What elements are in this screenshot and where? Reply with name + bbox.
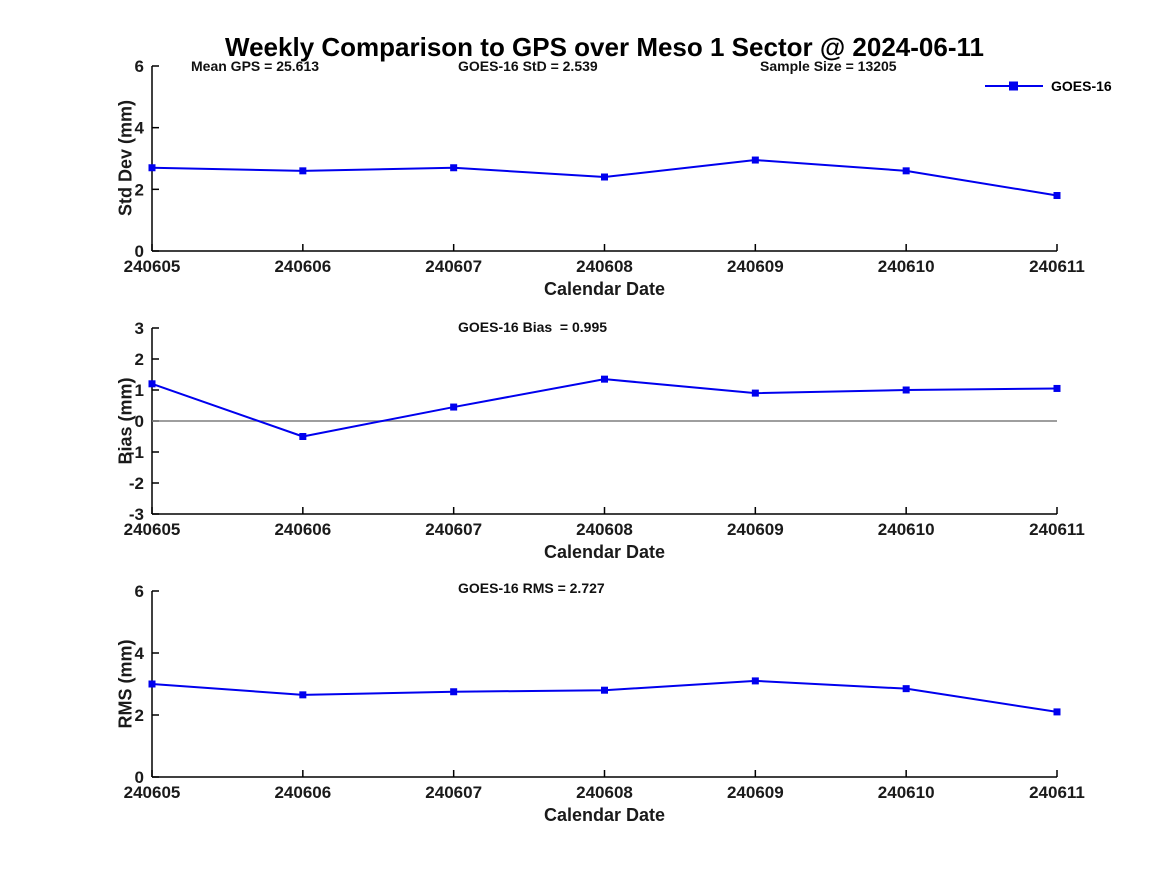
- legend-line-icon: [985, 81, 1043, 91]
- x-tick-label: 240609: [727, 257, 784, 276]
- data-point: [751, 677, 759, 685]
- ylabel-bias: Bias (mm): [115, 377, 136, 465]
- data-point: [299, 691, 307, 699]
- y-tick-label: 0: [135, 412, 144, 431]
- x-tick-label: 240606: [274, 257, 331, 276]
- x-tick-label: 240606: [274, 783, 331, 802]
- annotation-mean-gps: Mean GPS = 25.613: [191, 58, 320, 74]
- data-point: [1053, 708, 1061, 716]
- data-point: [902, 386, 910, 394]
- x-tick-label: 240605: [124, 520, 181, 539]
- data-point: [902, 167, 910, 175]
- legend: GOES-16: [985, 78, 1112, 94]
- data-line: [151, 679, 1058, 713]
- xlabel-calendar-date-1: Calendar Date: [543, 279, 666, 299]
- x-tick-label: 240609: [727, 520, 784, 539]
- y-tick-label: 3: [135, 319, 144, 338]
- data-point: [299, 167, 307, 175]
- legend-label: GOES-16: [1051, 78, 1112, 94]
- data-point: [902, 685, 910, 693]
- y-tick-label: -2: [129, 474, 144, 493]
- x-tick-label: 240610: [878, 257, 935, 276]
- data-point: [148, 164, 156, 172]
- x-tick-label: 240611: [1029, 783, 1085, 802]
- x-tick-label: 240608: [576, 783, 633, 802]
- y-tick-label: 6: [135, 57, 144, 76]
- annotation-goes16-std: GOES-16 StD = 2.539: [458, 58, 598, 74]
- y-tick-label: -1: [129, 443, 144, 462]
- data-point: [751, 389, 759, 397]
- data-point: [751, 156, 759, 164]
- x-tick-label: 240609: [727, 783, 784, 802]
- x-tick-label: 240607: [425, 520, 482, 539]
- x-tick-label: 240605: [124, 783, 181, 802]
- data-point: [148, 380, 156, 388]
- data-point: [299, 433, 307, 440]
- x-tick-label: 240608: [576, 257, 633, 276]
- data-point: [601, 375, 608, 383]
- y-tick-label: -3: [129, 505, 144, 524]
- data-point: [1053, 384, 1061, 392]
- data-point: [601, 686, 608, 694]
- x-tick-label: 240606: [274, 520, 331, 539]
- x-tick-label: 240610: [878, 520, 935, 539]
- data-point: [450, 403, 458, 411]
- y-tick-label: 2: [135, 350, 144, 369]
- data-point: [148, 680, 156, 688]
- x-tick-label: 240608: [576, 520, 633, 539]
- x-tick-label: 240610: [878, 783, 935, 802]
- data-point: [1053, 192, 1061, 199]
- ylabel-rms: RMS (mm): [115, 639, 136, 729]
- data-line: [151, 378, 1058, 438]
- xlabel-calendar-date-2: Calendar Date: [543, 542, 666, 562]
- data-point: [450, 164, 458, 172]
- legend-marker: [1009, 81, 1018, 91]
- y-tick-label: 4: [135, 119, 145, 138]
- x-tick-label: 240611: [1029, 520, 1085, 539]
- annotation-goes16-rms: GOES-16 RMS = 2.727: [458, 580, 605, 596]
- x-tick-label: 240605: [124, 257, 181, 276]
- data-point: [601, 173, 608, 181]
- y-tick-label: 0: [135, 768, 144, 787]
- x-tick-label: 240607: [425, 257, 482, 276]
- x-tick-label: 240611: [1029, 257, 1085, 276]
- y-tick-label: 4: [135, 644, 145, 663]
- x-tick-label: 240607: [425, 783, 482, 802]
- y-tick-label: 0: [135, 242, 144, 261]
- xlabel-calendar-date-3: Calendar Date: [543, 805, 666, 825]
- y-tick-label: 2: [135, 706, 144, 725]
- annotation-sample-size: Sample Size = 13205: [760, 58, 897, 74]
- ylabel-std-dev: Std Dev (mm): [115, 99, 136, 217]
- y-tick-label: 6: [135, 582, 144, 601]
- y-tick-label: 2: [135, 180, 144, 199]
- y-tick-label: 1: [135, 381, 144, 400]
- data-point: [450, 688, 458, 696]
- annotation-goes16-bias: GOES-16 Bias = 0.995: [458, 319, 608, 335]
- figure-title: Weekly Comparison to GPS over Meso 1 Sec…: [225, 32, 984, 62]
